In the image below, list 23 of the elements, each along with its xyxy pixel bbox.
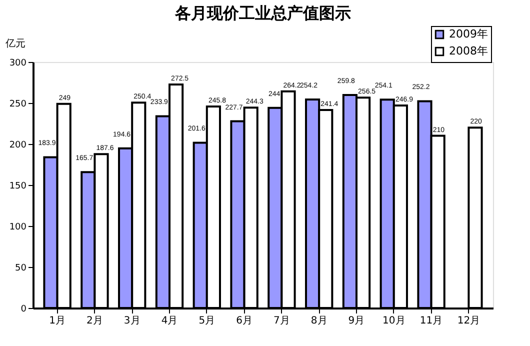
y-tick-label: 300 (9, 58, 27, 68)
y-tick-label: 150 (9, 182, 27, 192)
x-tick-label: 11月 (420, 316, 443, 326)
y-tick-label: 100 (9, 222, 27, 232)
legend-label: 2008年 (449, 44, 488, 58)
y-tick-label: 50 (15, 264, 27, 274)
x-tick-label: 6月 (236, 316, 252, 326)
legend-label: 2009年 (449, 28, 488, 40)
x-tick-label: 8月 (310, 316, 328, 326)
x-tick-label: 1月 (49, 316, 66, 326)
x-tick-label: 2月 (86, 316, 103, 326)
x-tick-label: 12月 (457, 316, 480, 326)
y-tick-label: 250 (9, 100, 27, 110)
x-tick-label: 10月 (382, 316, 406, 326)
y-tick-label: 0 (20, 304, 27, 314)
x-tick-label: 3月 (124, 316, 140, 326)
x-tick-label: 4月 (161, 316, 178, 326)
x-tick-label: 9月 (348, 316, 365, 326)
chart-title: 各月现价工业总产值图示 (174, 4, 351, 22)
y-tick-label: 200 (9, 140, 27, 150)
y-axis-title: 亿元 (4, 38, 26, 50)
x-tick-label: 7月 (274, 316, 290, 326)
x-tick-label: 5月 (198, 316, 216, 326)
